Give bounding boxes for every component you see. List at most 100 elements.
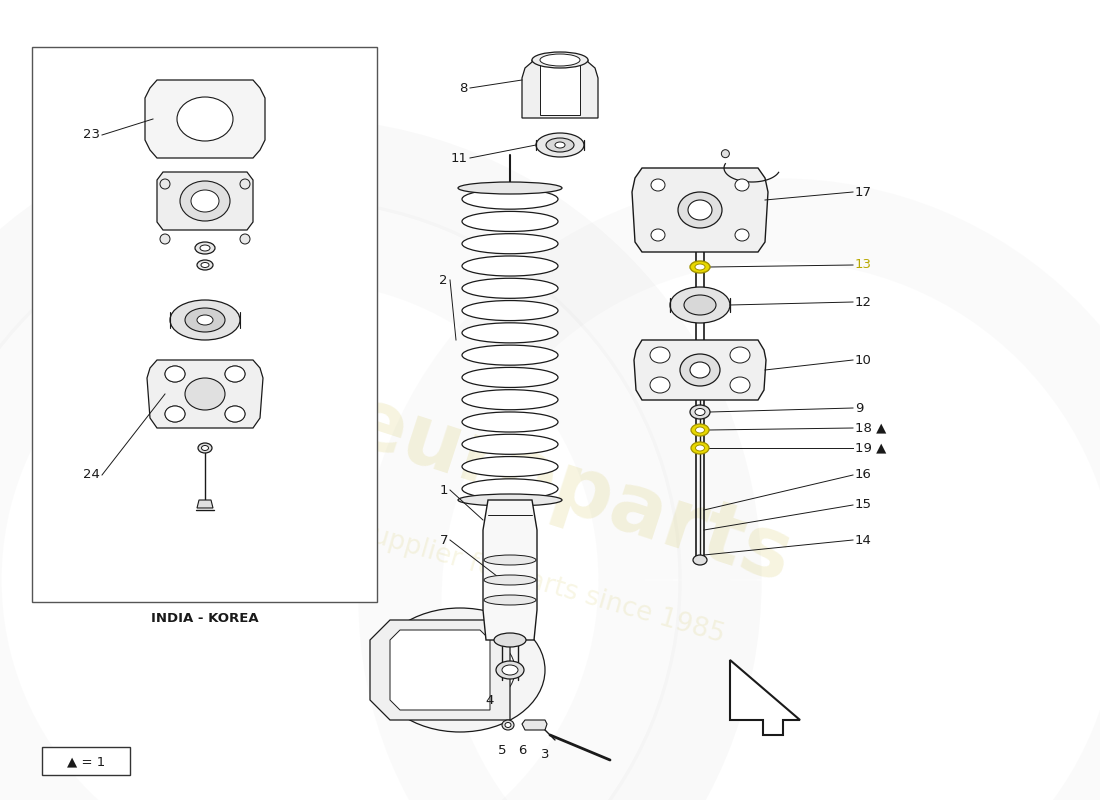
Ellipse shape [484, 575, 536, 585]
Ellipse shape [198, 443, 212, 453]
Ellipse shape [484, 595, 536, 605]
Ellipse shape [201, 446, 209, 450]
Text: 3: 3 [541, 749, 549, 762]
Text: ▲ = 1: ▲ = 1 [67, 755, 106, 769]
Ellipse shape [680, 354, 720, 386]
Text: 9: 9 [855, 402, 864, 414]
Text: europarts: europarts [338, 380, 802, 600]
Polygon shape [522, 720, 547, 730]
Text: 7: 7 [440, 534, 448, 546]
Circle shape [160, 234, 170, 244]
Ellipse shape [735, 229, 749, 241]
Text: 23: 23 [82, 129, 100, 142]
Ellipse shape [462, 278, 558, 298]
Bar [42, 747, 130, 775]
Polygon shape [145, 80, 265, 158]
Ellipse shape [540, 54, 580, 66]
Text: 19 ▲: 19 ▲ [855, 442, 887, 454]
Ellipse shape [484, 555, 536, 565]
Ellipse shape [197, 315, 213, 325]
Ellipse shape [650, 377, 670, 393]
Ellipse shape [462, 256, 558, 276]
Ellipse shape [165, 406, 185, 422]
Ellipse shape [690, 362, 710, 378]
Ellipse shape [546, 138, 574, 152]
Ellipse shape [226, 406, 245, 422]
Ellipse shape [730, 377, 750, 393]
Polygon shape [197, 500, 213, 508]
Ellipse shape [693, 555, 707, 565]
Ellipse shape [462, 479, 558, 499]
Bar [32, 47, 377, 602]
Ellipse shape [678, 192, 722, 228]
Ellipse shape [556, 142, 565, 148]
Ellipse shape [458, 182, 562, 194]
Circle shape [722, 150, 729, 158]
Text: 24: 24 [84, 469, 100, 482]
Ellipse shape [462, 412, 558, 432]
Ellipse shape [170, 300, 240, 340]
Text: 5: 5 [497, 743, 506, 757]
Ellipse shape [185, 308, 226, 332]
Text: 15: 15 [855, 498, 872, 511]
Polygon shape [147, 360, 263, 428]
Ellipse shape [730, 347, 750, 363]
Ellipse shape [462, 234, 558, 254]
Ellipse shape [201, 262, 209, 267]
Ellipse shape [494, 633, 526, 647]
Ellipse shape [695, 445, 704, 451]
Polygon shape [540, 60, 580, 115]
Text: INDIA - KOREA: INDIA - KOREA [151, 611, 258, 625]
Polygon shape [390, 630, 490, 710]
Ellipse shape [502, 720, 514, 730]
Ellipse shape [462, 367, 558, 387]
Circle shape [160, 179, 170, 189]
Ellipse shape [651, 179, 666, 191]
Ellipse shape [180, 181, 230, 221]
Polygon shape [157, 172, 253, 230]
Ellipse shape [691, 424, 710, 436]
Ellipse shape [690, 261, 710, 273]
Text: 17: 17 [855, 186, 872, 198]
Polygon shape [730, 660, 800, 735]
Ellipse shape [462, 390, 558, 410]
Ellipse shape [462, 189, 558, 209]
Text: 2: 2 [440, 274, 448, 286]
Ellipse shape [695, 427, 704, 433]
Circle shape [240, 234, 250, 244]
Text: 12: 12 [855, 295, 872, 309]
Text: 14: 14 [855, 534, 872, 546]
Ellipse shape [185, 378, 226, 410]
Ellipse shape [691, 442, 710, 454]
Text: 16: 16 [855, 469, 872, 482]
Ellipse shape [458, 494, 562, 506]
Ellipse shape [226, 366, 245, 382]
Polygon shape [522, 60, 598, 118]
Polygon shape [370, 620, 510, 720]
Ellipse shape [462, 434, 558, 454]
Ellipse shape [195, 242, 214, 254]
Ellipse shape [496, 661, 524, 679]
Ellipse shape [695, 409, 705, 415]
Ellipse shape [165, 366, 185, 382]
Ellipse shape [197, 260, 213, 270]
Ellipse shape [532, 52, 588, 68]
Text: 8: 8 [460, 82, 467, 94]
Ellipse shape [177, 97, 233, 141]
Ellipse shape [695, 264, 705, 270]
Text: 13: 13 [855, 258, 872, 271]
Ellipse shape [165, 406, 185, 422]
Ellipse shape [405, 630, 515, 710]
Ellipse shape [462, 211, 558, 231]
Ellipse shape [670, 287, 730, 323]
Text: 18 ▲: 18 ▲ [855, 422, 887, 434]
Ellipse shape [502, 665, 518, 675]
Polygon shape [634, 340, 766, 400]
Ellipse shape [226, 366, 245, 382]
Ellipse shape [688, 200, 712, 220]
Ellipse shape [226, 406, 245, 422]
Ellipse shape [191, 190, 219, 212]
Ellipse shape [690, 405, 710, 419]
Ellipse shape [505, 722, 512, 727]
Ellipse shape [432, 650, 488, 690]
